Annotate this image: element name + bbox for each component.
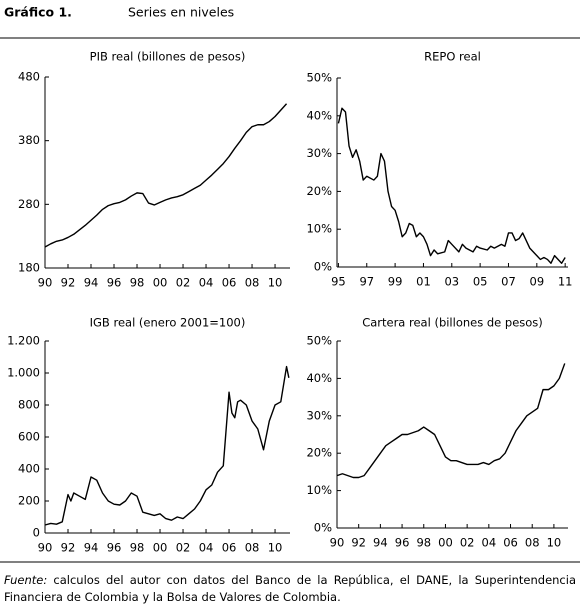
x-tick-label: 90 <box>38 276 53 290</box>
chart-title: REPO real <box>424 50 481 64</box>
y-tick-label: 0% <box>314 260 332 274</box>
x-tick-label: 06 <box>222 541 237 555</box>
x-tick-label: 04 <box>482 536 497 550</box>
y-tick-label: 380 <box>18 133 40 147</box>
x-tick-label: 98 <box>416 536 431 550</box>
x-tick-label: 08 <box>525 536 540 550</box>
x-tick-label: 09 <box>530 275 545 289</box>
y-tick-label: 180 <box>18 261 40 275</box>
y-tick-label: 10% <box>306 222 332 236</box>
y-tick-label: 800 <box>18 398 40 412</box>
x-tick-label: 04 <box>199 541 214 555</box>
x-tick-label: 04 <box>199 276 214 290</box>
y-tick-label: 0 <box>33 526 40 540</box>
y-tick-label: 30% <box>306 146 332 160</box>
y-tick-label: 20% <box>306 446 332 460</box>
x-tick-label: 06 <box>222 276 237 290</box>
y-tick-label: 200 <box>18 494 40 508</box>
x-tick-label: 92 <box>351 536 366 550</box>
x-tick-label: 02 <box>460 536 475 550</box>
x-tick-label: 08 <box>245 276 260 290</box>
x-tick-label: 97 <box>359 275 374 289</box>
data-line <box>44 365 290 526</box>
y-tick-label: 30% <box>306 408 332 422</box>
x-tick-label: 00 <box>153 541 168 555</box>
x-tick-label: 02 <box>176 276 191 290</box>
chart: Gráfico 1. Series en niveles PIB real (b… <box>0 5 580 563</box>
x-tick-label: 01 <box>416 275 431 289</box>
x-tick-label: 94 <box>373 536 388 550</box>
figure-title: Series en niveles <box>128 5 234 20</box>
figure-label: Gráfico 1. <box>4 5 72 20</box>
y-tick-label: 10% <box>306 483 332 497</box>
source-note: Fuente: calculos del autor con datos del… <box>4 572 576 606</box>
y-tick-label: 480 <box>18 70 40 84</box>
y-tick-label: 20% <box>306 184 332 198</box>
y-tick-label: 600 <box>18 430 40 444</box>
x-tick-label: 10 <box>268 276 283 290</box>
x-tick-label: 06 <box>503 536 518 550</box>
x-tick-label: 92 <box>61 276 76 290</box>
y-tick-label: 50% <box>306 71 332 85</box>
x-tick-label: 90 <box>330 536 345 550</box>
x-tick-label: 11 <box>558 275 573 289</box>
data-line <box>336 363 566 479</box>
x-tick-label: 10 <box>268 541 283 555</box>
x-tick-label: 92 <box>61 541 76 555</box>
x-tick-label: 03 <box>444 275 459 289</box>
y-tick-label: 1.200 <box>7 334 40 348</box>
x-tick-label: 08 <box>245 541 260 555</box>
data-line <box>44 103 288 248</box>
x-tick-label: 96 <box>107 541 122 555</box>
source-label: Fuente: <box>4 573 48 587</box>
y-tick-label: 400 <box>18 462 40 476</box>
chart-title: IGB real (enero 2001=100) <box>90 316 246 330</box>
y-tick-label: 1.000 <box>7 366 40 380</box>
x-tick-label: 98 <box>130 276 145 290</box>
x-tick-label: 94 <box>84 541 99 555</box>
y-tick-label: 0% <box>314 521 332 535</box>
x-tick-label: 07 <box>501 275 516 289</box>
x-tick-label: 90 <box>38 541 53 555</box>
x-tick-label: 96 <box>107 276 122 290</box>
chart-title: Cartera real (billones de pesos) <box>362 316 543 330</box>
data-line <box>337 107 566 264</box>
x-tick-label: 05 <box>473 275 488 289</box>
x-tick-label: 00 <box>153 276 168 290</box>
y-tick-label: 280 <box>18 197 40 211</box>
chart-title: PIB real (billones de pesos) <box>90 50 246 64</box>
x-tick-label: 94 <box>84 276 99 290</box>
x-tick-label: 95 <box>331 275 346 289</box>
y-tick-label: 50% <box>306 334 332 348</box>
y-tick-label: 40% <box>306 108 332 122</box>
x-tick-label: 10 <box>547 536 562 550</box>
x-tick-label: 98 <box>130 541 145 555</box>
x-tick-label: 00 <box>438 536 453 550</box>
source-text: calculos del autor con datos del Banco d… <box>4 573 576 604</box>
y-tick-label: 40% <box>306 371 332 385</box>
x-tick-label: 02 <box>176 541 191 555</box>
x-tick-label: 96 <box>395 536 410 550</box>
x-tick-label: 99 <box>388 275 403 289</box>
